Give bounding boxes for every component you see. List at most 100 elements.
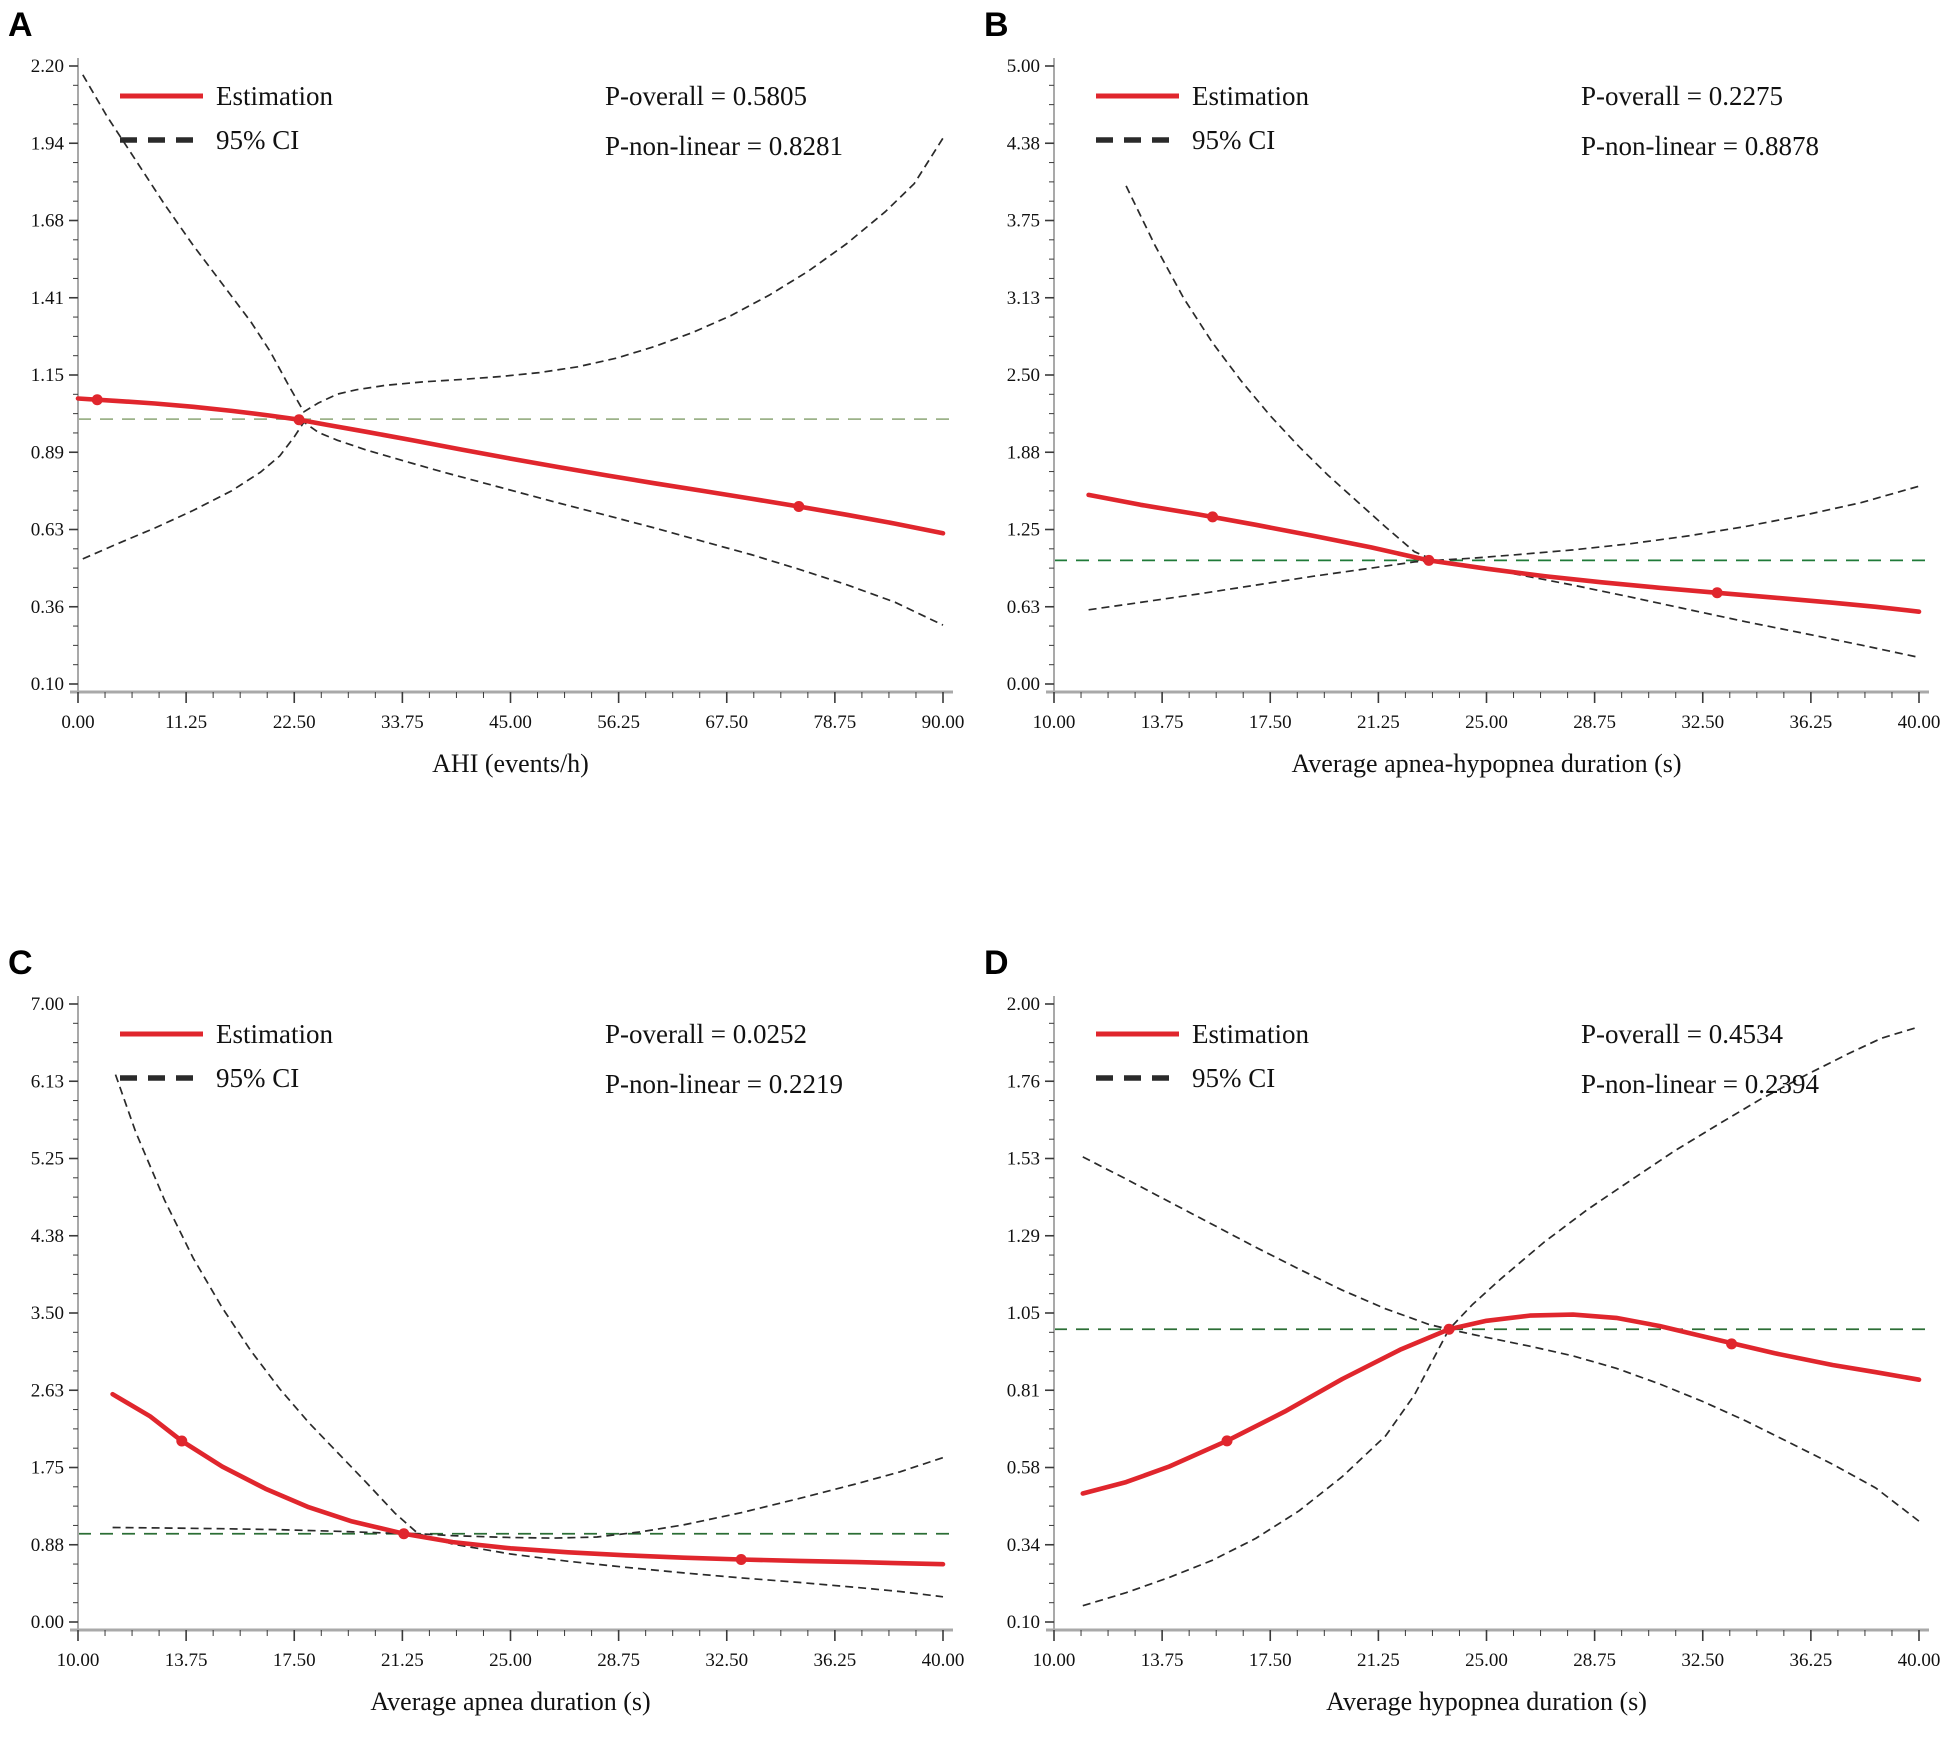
y-tick-label: 4.38	[1007, 133, 1040, 154]
x-tick-label: 28.75	[1573, 712, 1616, 733]
y-tick-label: 1.05	[1007, 1303, 1040, 1324]
knot-markers	[91, 394, 805, 513]
x-tick-label: 10.00	[57, 1650, 100, 1671]
panel-letter-a: A	[8, 6, 33, 44]
x-tick-label: 17.50	[1249, 1650, 1292, 1671]
x-tick-label: 25.00	[489, 1650, 532, 1671]
panel-letter-d: D	[984, 944, 1009, 982]
y-tick-label: 1.68	[31, 211, 64, 232]
knot-markers	[1221, 1323, 1738, 1447]
x-tick-label: 36.25	[814, 1650, 857, 1671]
x-tick-label: 45.00	[489, 712, 532, 733]
ci-upper-curve	[1082, 1156, 1920, 1522]
figure-panel-d: D 2.00 10.00 1.76 13.75 1.53 17.50 1.29 21.25 1.…	[976, 938, 1951, 1738]
knot-markers	[1207, 511, 1723, 599]
y-tick-label: 1.75	[31, 1458, 64, 1479]
y-tick-label: 0.36	[31, 597, 64, 618]
stats: P-overall = 0.4534 P-non-linear = 0.2394	[1581, 1019, 1819, 1099]
estimation-curve	[1080, 1312, 1922, 1496]
legend-estimation-label: Estimation	[216, 81, 333, 111]
y-tick-label: 1.25	[1007, 520, 1040, 541]
ci-upper-curve	[1125, 185, 1920, 562]
estimation-curve	[75, 396, 946, 536]
axis-ticks: 2.00 10.00 1.76 13.75 1.53 17.50 1.29 21.25 1.05…	[1007, 994, 1941, 1671]
y-tick-label: 5.00	[1007, 56, 1040, 77]
knot-marker	[293, 414, 305, 426]
p-overall-text: P-overall = 0.4534	[1581, 1019, 1783, 1049]
y-tick-label: 0.88	[31, 1535, 64, 1556]
y-tick-label: 1.53	[1007, 1149, 1040, 1170]
p-nonlinear-text: P-non-linear = 0.2394	[1581, 1069, 1819, 1099]
y-tick-label: 0.89	[31, 442, 64, 463]
p-overall-text: P-overall = 0.2275	[1581, 81, 1783, 111]
legend: Estimation 95% CI	[1096, 81, 1309, 155]
y-tick-label: 3.50	[31, 1303, 64, 1324]
knot-marker	[1443, 1323, 1455, 1335]
x-tick-label: 36.25	[1790, 1650, 1833, 1671]
x-tick-label: 13.75	[1141, 712, 1184, 733]
x-tick-label: 32.50	[1681, 1650, 1724, 1671]
y-tick-label: 1.41	[31, 288, 64, 309]
y-tick-label: 0.10	[31, 674, 64, 695]
y-tick-label: 0.34	[1007, 1535, 1041, 1556]
ci-upper-curve	[114, 1074, 944, 1598]
y-tick-label: 1.76	[1007, 1071, 1040, 1092]
chart-ahi: 2.20 0.00 1.94 11.25 1.68 22.50 1.41 33.75 1.15 4…	[31, 56, 965, 778]
knot-marker	[735, 1553, 747, 1565]
p-overall-text: P-overall = 0.0252	[605, 1019, 807, 1049]
chart-apnea-duration: 7.00 10.00 6.13 13.75 5.25 17.50 4.38 21.25 3.50…	[31, 994, 965, 1716]
y-tick-label: 0.58	[1007, 1458, 1040, 1479]
y-tick-label: 0.00	[1007, 674, 1040, 695]
p-nonlinear-text: P-non-linear = 0.8878	[1581, 131, 1819, 161]
knot-marker	[1726, 1338, 1738, 1350]
x-tick-label: 21.25	[1357, 712, 1400, 733]
legend-ci-label: 95% CI	[1192, 125, 1275, 155]
y-tick-label: 0.63	[31, 520, 64, 541]
x-tick-label: 13.75	[1141, 1650, 1184, 1671]
legend-ci-label: 95% CI	[1192, 1063, 1275, 1093]
x-tick-label: 78.75	[814, 712, 857, 733]
chart-apnea-hypopnea-duration: 5.00 10.00 4.38 13.75 3.75 17.50 3.13 21.25 2.50…	[1007, 56, 1941, 778]
y-tick-label: 0.81	[1007, 1380, 1040, 1401]
y-tick-label: 2.63	[31, 1380, 64, 1401]
p-nonlinear-text: P-non-linear = 0.2219	[605, 1069, 843, 1099]
legend: Estimation 95% CI	[1096, 1019, 1309, 1093]
x-tick-label: 90.00	[922, 712, 965, 733]
legend: Estimation 95% CI	[120, 1019, 333, 1093]
knot-marker	[793, 501, 805, 513]
y-tick-label: 1.15	[31, 365, 64, 386]
x-axis-label: Average apnea duration (s)	[370, 1687, 650, 1716]
chart-hypopnea-duration: 2.00 10.00 1.76 13.75 1.53 17.50 1.29 21.25 1.05…	[1007, 994, 1941, 1716]
x-tick-label: 21.25	[1357, 1650, 1400, 1671]
ci-lower-curve	[112, 1456, 944, 1539]
x-tick-label: 17.50	[1249, 712, 1292, 733]
x-axis-label: Average hypopnea duration (s)	[1326, 1687, 1647, 1716]
x-axis-label: Average apnea-hypopnea duration (s)	[1291, 749, 1681, 778]
x-tick-label: 10.00	[1033, 1650, 1076, 1671]
x-tick-label: 25.00	[1465, 712, 1508, 733]
y-tick-label: 3.13	[1007, 288, 1040, 309]
x-tick-label: 10.00	[1033, 712, 1076, 733]
ci-lower-curve	[1088, 559, 1920, 659]
stats: P-overall = 0.0252 P-non-linear = 0.2219	[605, 1019, 843, 1099]
y-tick-label: 4.38	[31, 1226, 64, 1247]
ci-lower-curve	[82, 421, 944, 626]
y-tick-label: 2.20	[31, 56, 64, 77]
x-tick-label: 36.25	[1790, 712, 1833, 733]
axis-ticks: 7.00 10.00 6.13 13.75 5.25 17.50 4.38 21.25 3.50…	[31, 994, 965, 1671]
y-tick-label: 1.94	[31, 133, 65, 154]
y-tick-label: 0.10	[1007, 1612, 1040, 1633]
estimation-curve	[1086, 492, 1922, 615]
estimation-curve	[110, 1391, 946, 1567]
y-tick-label: 0.63	[1007, 597, 1040, 618]
x-tick-label: 13.75	[165, 1650, 208, 1671]
x-tick-label: 11.25	[165, 712, 207, 733]
panel-letter-c: C	[8, 944, 33, 982]
stats: P-overall = 0.2275 P-non-linear = 0.8878	[1581, 81, 1819, 161]
legend-ci-label: 95% CI	[216, 1063, 299, 1093]
stats: P-overall = 0.5805 P-non-linear = 0.8281	[605, 81, 843, 161]
axis-ticks: 2.20 0.00 1.94 11.25 1.68 22.50 1.41 33.75 1.15 4…	[31, 56, 965, 733]
x-tick-label: 21.25	[381, 1650, 424, 1671]
axis-ticks: 5.00 10.00 4.38 13.75 3.75 17.50 3.13 21.25 2.50…	[1007, 56, 1941, 733]
